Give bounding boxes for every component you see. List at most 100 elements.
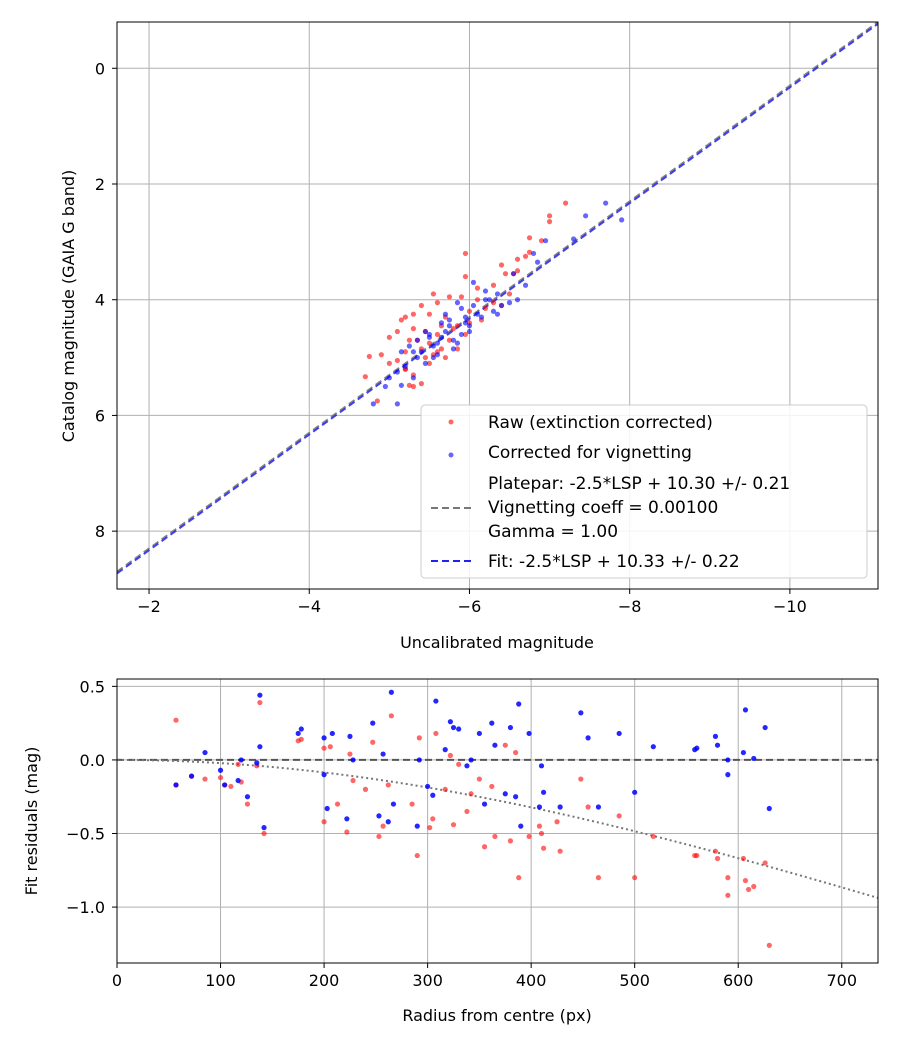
x-tick-label: 300 <box>412 971 443 990</box>
raw-residual-point <box>347 751 353 757</box>
raw-residual-point <box>416 735 422 741</box>
axis-ticks: 0 100 200 300 400 500 600 700 0.5 0.0 −0.5 −1.0 <box>66 677 857 990</box>
raw-point <box>526 249 533 255</box>
raw-residual-point <box>450 822 457 828</box>
raw-point <box>482 305 489 311</box>
corrected-residual-point <box>350 757 356 763</box>
raw-point <box>434 331 441 338</box>
corrected-residual-point <box>538 763 545 769</box>
corrected-point <box>406 343 412 349</box>
corrected-point <box>482 297 489 303</box>
raw-point <box>418 381 424 387</box>
corrected-residual-point <box>370 720 376 726</box>
corrected-residual-point <box>321 772 327 778</box>
x-axis-label: Radius from centre (px) <box>402 1006 591 1025</box>
corrected-point <box>462 320 469 326</box>
raw-residual-point <box>298 736 304 742</box>
raw-residual-point <box>464 808 470 815</box>
raw-residual-point <box>513 749 519 756</box>
corrected-point <box>402 363 408 369</box>
corrected-point <box>434 340 441 346</box>
raw-point <box>526 235 533 241</box>
raw-residual-point <box>538 830 545 837</box>
y-tick-label: −1.0 <box>66 898 105 917</box>
corrected-point <box>426 331 433 338</box>
x-tick-label: 100 <box>205 971 236 990</box>
raw-point <box>474 297 481 303</box>
vignetting-curve <box>117 758 878 899</box>
corrected-residual-point <box>518 823 524 829</box>
raw-residual-point <box>745 886 752 893</box>
raw-residual-point <box>334 801 341 807</box>
corrected-point <box>462 314 469 320</box>
corrected-residual-point <box>324 805 330 812</box>
corrected-point <box>466 323 473 329</box>
corrected-point <box>603 200 609 206</box>
corrected-residual-point <box>447 719 453 725</box>
corrected-point <box>394 369 400 375</box>
raw-point <box>474 285 481 291</box>
corrected-residual-point <box>751 755 757 762</box>
raw-residual-point <box>244 801 251 807</box>
corrected-residual-point <box>430 792 436 798</box>
corrected-point <box>382 383 388 390</box>
raw-residual-point <box>350 777 356 784</box>
corrected-residual-point <box>526 730 532 737</box>
raw-point <box>394 328 400 335</box>
corrected-residual-point <box>492 742 498 748</box>
corrected-residual-point <box>585 735 591 741</box>
corrected-residual-point <box>464 763 470 769</box>
corrected-point <box>434 352 441 358</box>
raw-residual-point <box>380 823 386 829</box>
raw-residual-point <box>616 813 622 819</box>
plot-frame <box>116 678 879 964</box>
raw-residual-point <box>725 892 731 898</box>
raw-point <box>394 357 400 364</box>
raw-residual-point <box>714 855 721 862</box>
corrected-residual-point <box>261 825 267 831</box>
plot-area <box>117 679 878 963</box>
y-tick-label: 6 <box>95 406 105 425</box>
corrected-point <box>422 360 429 366</box>
corrected-point <box>394 401 400 407</box>
corrected-residual-point <box>321 735 327 741</box>
corrected-residual-point <box>257 692 263 698</box>
raw-point <box>458 294 465 300</box>
corrected-residual-point <box>257 744 263 750</box>
raw-residual-point <box>751 883 757 890</box>
corrected-residual-point <box>442 747 448 753</box>
raw-point <box>506 291 513 297</box>
y-tick-label: 4 <box>95 291 105 310</box>
raw-residual-point <box>507 838 514 844</box>
legend-raw-label: Raw (extinction corrected) <box>488 413 713 433</box>
raw-point <box>366 353 372 360</box>
raw-point <box>386 334 392 340</box>
raw-point <box>410 383 416 390</box>
raw-point <box>454 346 461 352</box>
y-axis-label: Catalog magnitude (GAIA G band) <box>59 170 78 442</box>
raw-residual-point <box>321 745 327 751</box>
x-tick-label: 600 <box>723 971 754 990</box>
corrected-residual-point <box>344 816 350 822</box>
corrected-residual-point <box>385 819 391 825</box>
raw-point <box>446 294 453 300</box>
raw-point <box>522 253 529 259</box>
corrected-residual-point <box>217 767 224 773</box>
raw-residual-point <box>526 833 532 840</box>
raw-residual-point <box>502 742 508 748</box>
corrected-residual-point <box>188 773 195 779</box>
legend-corrected-label: Corrected for vignetting <box>488 443 692 463</box>
corrected-point <box>410 375 416 381</box>
raw-residuals-series <box>173 699 772 948</box>
raw-point <box>362 374 368 380</box>
y-tick-label: 2 <box>95 175 105 194</box>
axis-ticks: −2 −4 −6 −8 −10 0 2 4 6 8 <box>95 59 807 616</box>
corrected-residual-point <box>694 745 700 751</box>
x-tick-label: 700 <box>826 971 857 990</box>
corrected-residual-point <box>450 724 457 731</box>
x-tick-label: 400 <box>516 971 547 990</box>
corrected-residual-point <box>433 698 439 704</box>
corrected-point <box>442 328 449 335</box>
raw-residual-point <box>321 819 327 825</box>
y-tick-label: 8 <box>95 522 105 541</box>
